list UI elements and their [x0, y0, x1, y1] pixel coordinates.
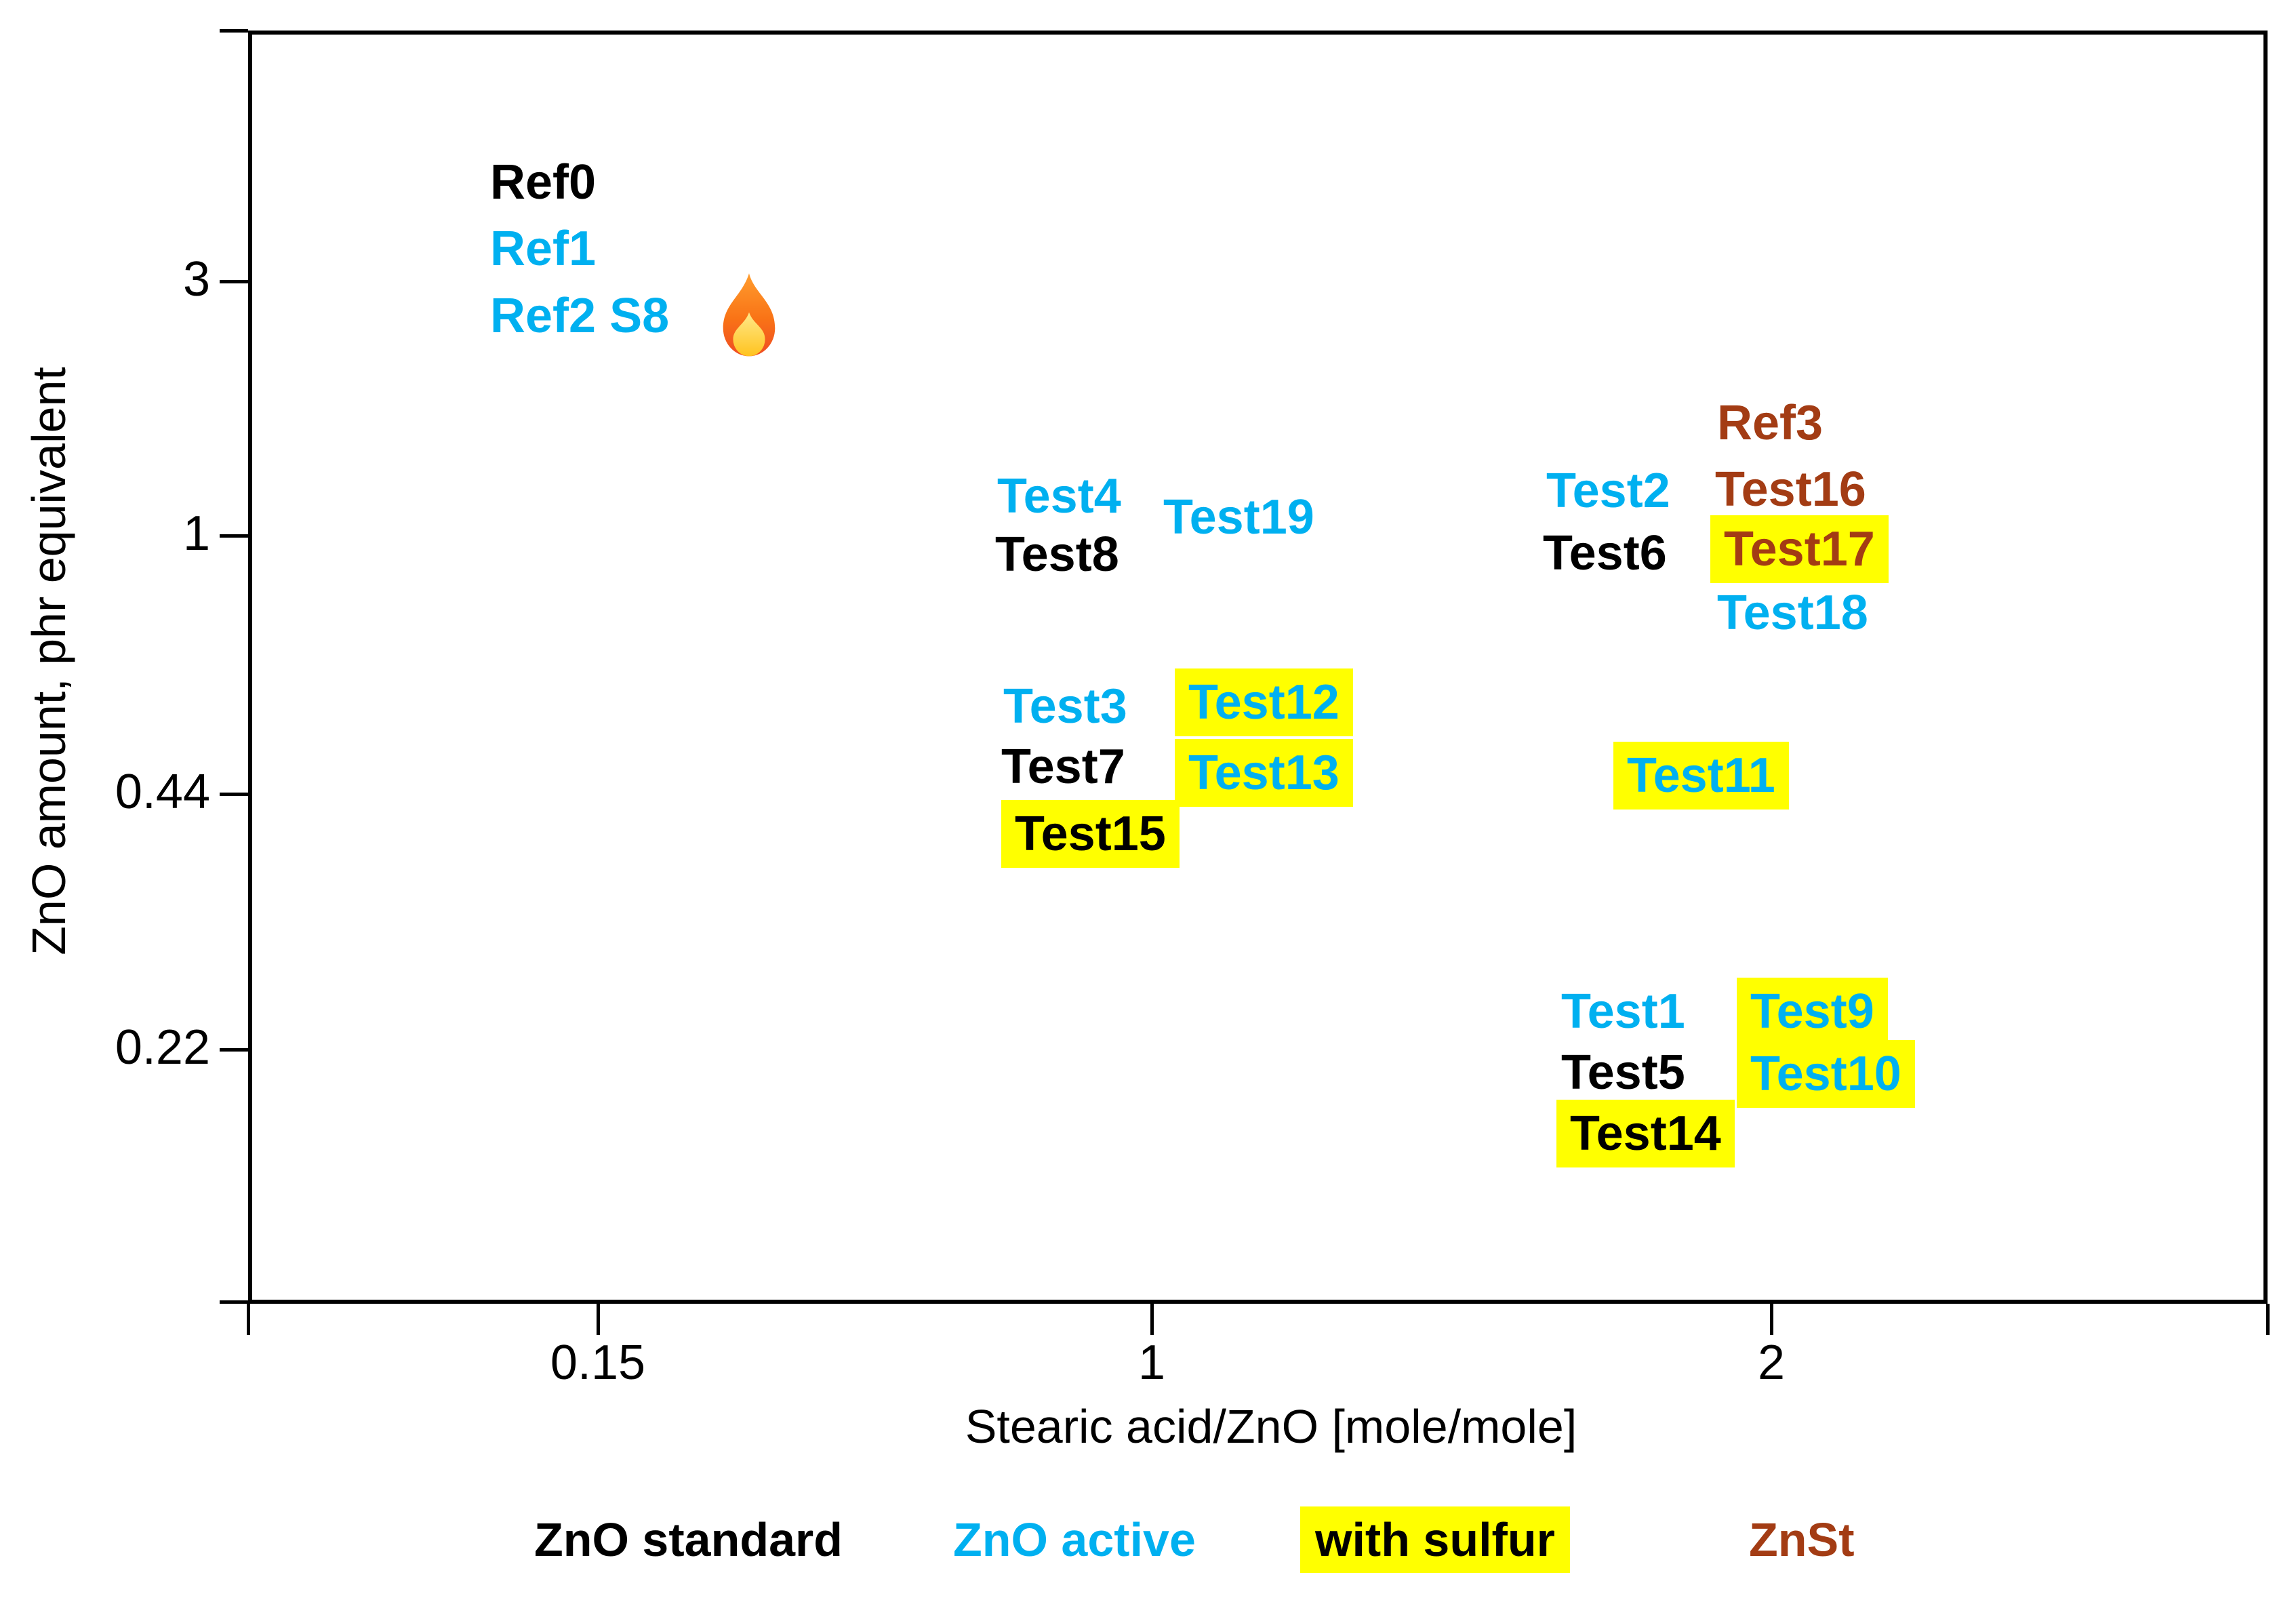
y-tick-label-1: 1 [182, 506, 210, 561]
y-tick-label-0.22: 0.22 [115, 1020, 210, 1075]
plot-area [248, 31, 2268, 1304]
point-label-test7: Test7 [1001, 740, 1125, 794]
point-label-test9: Test9 [1737, 978, 1888, 1045]
x-tick-mark [1150, 1304, 1154, 1335]
x-axis-title: Stearic acid/ZnO [mole/mole] [965, 1400, 1577, 1453]
point-label-test16: Test16 [1715, 462, 1866, 517]
legend-item-zno-active: ZnO active [953, 1513, 1196, 1566]
x-tick-label-1: 1 [1137, 1336, 1166, 1390]
point-label-test4: Test4 [997, 469, 1121, 523]
x-tick-mark [1770, 1304, 1773, 1335]
point-label-test5: Test5 [1561, 1045, 1685, 1100]
point-label-test3: Test3 [1003, 679, 1127, 734]
x-axis-boundary-tick [2266, 1304, 2270, 1335]
x-axis-boundary-tick [247, 1304, 250, 1335]
legend-item-zno-standard: ZnO standard [534, 1513, 843, 1566]
point-label-test12: Test12 [1175, 668, 1353, 736]
y-tick-mark [220, 1048, 248, 1052]
point-label-test14: Test14 [1556, 1100, 1735, 1167]
point-label-test2: Test2 [1546, 464, 1670, 518]
point-label-ref0: Ref0 [490, 155, 597, 209]
x-tick-label-0.15: 0.15 [550, 1336, 646, 1390]
y-tick-mark [220, 280, 248, 283]
y-axis-boundary-tick [220, 29, 248, 33]
point-label-ref1: Ref1 [490, 222, 597, 276]
point-label-test15: Test15 [1001, 800, 1180, 868]
point-label-test8: Test8 [995, 527, 1119, 582]
point-label-test10: Test10 [1737, 1040, 1915, 1108]
legend-item-with-sulfur: with sulfur [1300, 1506, 1570, 1573]
point-label-test6: Test6 [1543, 526, 1667, 580]
fire-emoji-icon [723, 273, 776, 357]
point-label-test11: Test11 [1613, 742, 1789, 810]
y-axis-title: ZnO amount, phr equivalent [22, 367, 75, 955]
y-tick-label-0.44: 0.44 [115, 765, 210, 819]
y-tick-mark [220, 534, 248, 538]
y-tick-mark [220, 793, 248, 796]
point-label-test18: Test18 [1717, 586, 1868, 640]
point-label-test1: Test1 [1561, 984, 1685, 1039]
x-tick-label-2: 2 [1757, 1336, 1786, 1390]
point-label-test19: Test19 [1163, 490, 1314, 544]
y-tick-label-3: 3 [182, 252, 210, 306]
point-label-test17: Test17 [1710, 515, 1889, 583]
point-label-ref3: Ref3 [1717, 396, 1824, 450]
point-label-test13: Test13 [1175, 739, 1353, 807]
y-axis-boundary-tick [220, 1300, 248, 1304]
point-label-ref2-s8: Ref2 S8 [490, 289, 670, 343]
legend-item-znst: ZnSt [1749, 1513, 1855, 1566]
x-tick-mark [597, 1304, 600, 1335]
